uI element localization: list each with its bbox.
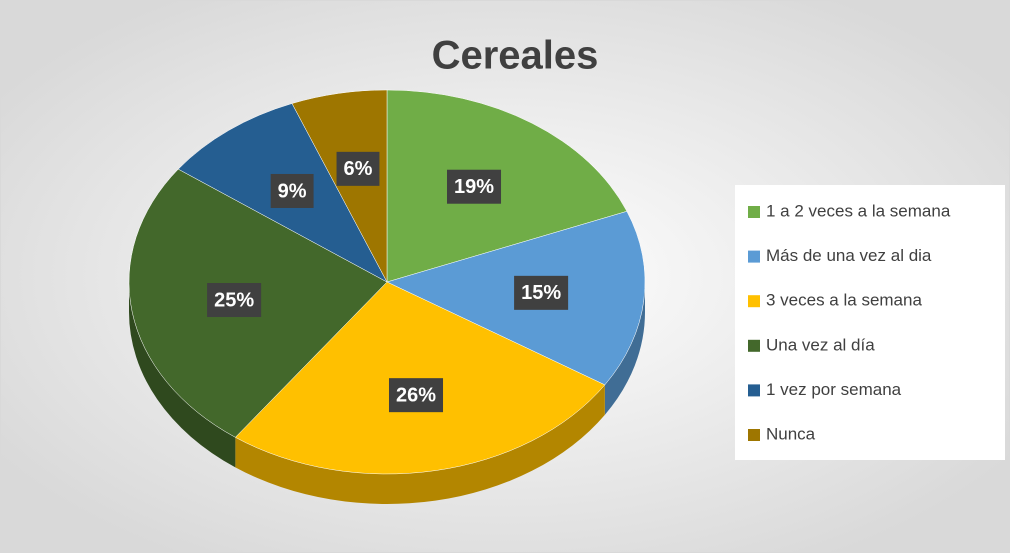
- legend-box: [735, 185, 1005, 460]
- legend-swatch: [748, 429, 760, 441]
- slice: [386, 89, 628, 283]
- data-label: 6%: [344, 158, 373, 180]
- slice-side: [604, 282, 645, 415]
- legend-label: 1 a 2 veces a la semana: [766, 201, 951, 220]
- chart-title: Cereales: [432, 34, 599, 78]
- legend-swatch: [748, 295, 760, 308]
- data-label-box: [446, 169, 502, 204]
- legend-swatch: [748, 384, 760, 397]
- data-label-box: [388, 378, 444, 413]
- slice: [291, 89, 388, 283]
- data-label-box: [207, 283, 262, 318]
- data-label-box: [270, 173, 314, 208]
- data-label-box: [514, 275, 569, 310]
- data-label-box: [336, 151, 380, 186]
- legend-swatch: [748, 250, 760, 263]
- legend-swatch: [748, 339, 760, 352]
- data-label: 19%: [454, 176, 494, 198]
- data-label: 25%: [214, 289, 254, 311]
- data-label: 9%: [278, 180, 307, 202]
- legend-label: Más de una vez al dia: [766, 246, 932, 265]
- legend-label: Nunca: [766, 424, 816, 443]
- data-label: 15%: [521, 282, 561, 304]
- legend-swatch: [748, 206, 760, 218]
- data-label: 26%: [396, 384, 436, 406]
- slice-side: [235, 384, 605, 504]
- legend-label: Una vez al día: [766, 335, 875, 354]
- legend-label: 3 veces a la semana: [766, 291, 922, 310]
- legend-label: 1 vez por semana: [766, 380, 902, 399]
- slice: [234, 281, 606, 475]
